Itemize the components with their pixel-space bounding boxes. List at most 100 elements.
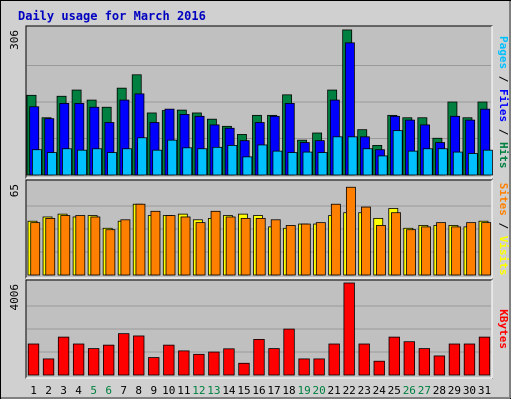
legend-separator: / <box>497 69 510 89</box>
bar-pages-day-4 <box>77 149 87 176</box>
bar-sites-day-6 <box>105 229 116 276</box>
bar-sites-day-20 <box>315 222 326 276</box>
x-tick-label: 19 <box>297 384 310 397</box>
bar-kbytes-day-14 <box>223 348 235 376</box>
legend-pages: Pages <box>497 36 510 69</box>
x-tick-label: 2 <box>45 384 52 397</box>
bar-kbytes-day-11 <box>178 350 190 376</box>
bar-kbytes-day-13 <box>208 351 220 376</box>
bar-pages-day-11 <box>182 147 193 176</box>
bar-sites-day-22 <box>345 186 356 276</box>
bar-sites-day-28 <box>436 222 446 276</box>
x-tick-label: 9 <box>150 384 157 397</box>
x-tick-label: 31 <box>478 384 491 397</box>
bar-kbytes-day-15 <box>238 362 250 376</box>
bar-sites-day-2 <box>45 217 56 276</box>
bar-kbytes-day-28 <box>433 355 446 376</box>
bar-pages-day-28 <box>437 148 448 176</box>
panel-kbytes: 4006 KBytes <box>8 279 510 379</box>
bar-kbytes-day-30 <box>463 343 476 376</box>
bar-kbytes-day-6 <box>103 344 115 376</box>
legend-separator: / <box>497 122 510 142</box>
x-axis-labels: 1 2 3 4 5 6 7 8 9 10 11 12 13 14 15 16 17 18 19 20 21 22 23 24 2… <box>30 384 491 397</box>
legend-hits: Hits <box>497 142 510 169</box>
bar-kbytes-day-29 <box>448 343 461 376</box>
bar-kbytes-day-21 <box>328 343 340 376</box>
bar-pages-day-20 <box>317 152 328 176</box>
bar-pages-day-5 <box>92 148 102 176</box>
series-sites <box>30 186 492 276</box>
x-tick-label: 26 <box>403 384 416 397</box>
panel-visits-sites: 65 Sites / Visits <box>8 179 510 279</box>
x-tick-label: 12 <box>192 384 205 397</box>
bar-sites-day-27 <box>421 226 431 276</box>
bar-sites-day-1 <box>30 222 41 276</box>
bar-kbytes-day-10 <box>163 344 175 376</box>
panel-hits-files-pages: 306 Pages / Files / Hits <box>8 25 510 179</box>
bar-kbytes-day-26 <box>403 341 415 376</box>
bar-pages-day-2 <box>47 152 57 176</box>
bar-sites-day-7 <box>120 219 131 276</box>
bar-sites-day-25 <box>391 212 401 276</box>
x-tick-label: 13 <box>207 384 220 397</box>
bar-pages-day-8 <box>137 137 148 176</box>
x-tick-label: 4 <box>75 384 82 397</box>
legend-sites: Sites <box>497 183 510 216</box>
x-tick-label: 27 <box>418 384 431 397</box>
bar-sites-day-14 <box>225 216 236 276</box>
bar-kbytes-day-17 <box>268 348 280 376</box>
bar-sites-day-11 <box>180 216 191 276</box>
panels: 306 Pages / Files / Hits 65 Sites / Visits 4… <box>8 25 510 379</box>
chart-title: Daily usage for March 2016 <box>18 9 206 23</box>
bar-pages-day-21 <box>332 136 343 176</box>
x-tick-label: 23 <box>358 384 371 397</box>
bar-kbytes-day-5 <box>87 348 100 376</box>
bar-pages-day-26 <box>407 150 418 176</box>
bar-sites-day-31 <box>481 222 492 276</box>
bar-sites-day-23 <box>361 206 371 276</box>
bar-pages-day-18 <box>287 152 298 176</box>
bar-pages-day-16 <box>257 144 268 176</box>
bar-kbytes-day-19 <box>298 358 310 376</box>
bar-kbytes-day-24 <box>373 360 385 376</box>
bar-sites-day-4 <box>75 215 86 276</box>
bar-kbytes-day-27 <box>418 348 431 376</box>
x-tick-label: 29 <box>448 384 461 397</box>
bar-kbytes-day-2 <box>42 358 55 376</box>
bar-kbytes-day-16 <box>253 338 265 376</box>
legend: Sites / Visits <box>497 183 510 276</box>
bar-kbytes-day-3 <box>57 336 70 376</box>
bar-kbytes-day-18 <box>283 328 295 376</box>
bar-sites-day-15 <box>240 217 251 276</box>
bar-pages-day-23 <box>362 148 373 176</box>
bar-kbytes-day-12 <box>193 353 205 376</box>
x-tick-label: 10 <box>162 384 175 397</box>
x-tick-label: 6 <box>105 384 112 397</box>
bar-sites-day-3 <box>60 215 71 276</box>
x-tick-label: 18 <box>282 384 295 397</box>
bar-kbytes-day-8 <box>133 335 145 376</box>
x-tick-label: 1 <box>30 384 37 397</box>
bar-kbytes-day-1 <box>27 343 40 376</box>
legend: KBytes <box>497 309 510 349</box>
bar-pages-day-31 <box>482 149 493 176</box>
x-tick-label: 17 <box>267 384 280 397</box>
x-tick-label: 14 <box>222 384 236 397</box>
x-tick-label: 8 <box>135 384 142 397</box>
bar-sites-day-29 <box>451 226 462 276</box>
bar-sites-day-21 <box>330 203 341 276</box>
x-tick-label: 11 <box>177 384 190 397</box>
bar-kbytes-day-20 <box>313 358 325 376</box>
bar-sites-day-26 <box>406 229 416 276</box>
bar-pages-day-29 <box>452 151 463 176</box>
legend-kbytes: KBytes <box>497 309 510 349</box>
bar-sites-day-5 <box>90 216 101 276</box>
x-tick-label: 22 <box>343 384 356 397</box>
x-tick-label: 7 <box>120 384 127 397</box>
bar-kbytes-day-9 <box>148 357 160 376</box>
legend-separator: / <box>497 216 510 236</box>
bar-sites-day-16 <box>255 217 266 276</box>
x-tick-label: 15 <box>237 384 250 397</box>
legend: Pages / Files / Hits <box>497 36 510 169</box>
